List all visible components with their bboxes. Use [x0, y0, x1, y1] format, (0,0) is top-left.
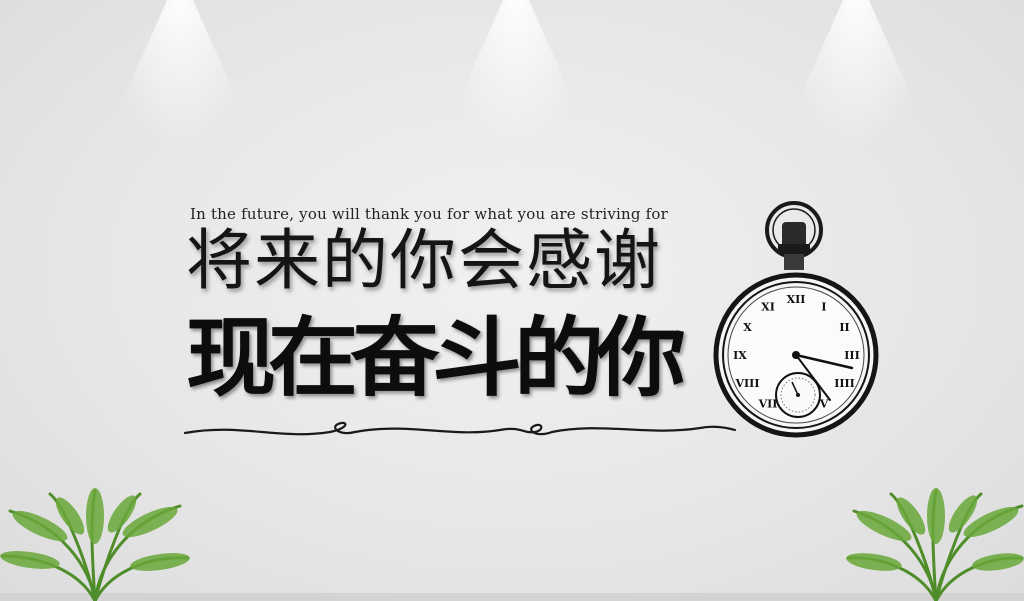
- watch-numeral: VIII: [735, 377, 760, 390]
- watch-numeral: X: [743, 321, 752, 334]
- pocket-watch-icon: XIIIIIIIIIIIIVVIVIIVIIIIXXXI: [713, 201, 879, 438]
- potted-plant-left: [0, 488, 190, 601]
- heading-line-1: 将来的你会感谢: [186, 222, 662, 299]
- watch-numeral: I: [821, 301, 826, 314]
- spotlight-left: [100, 0, 260, 150]
- watch-numeral: IX: [733, 349, 747, 362]
- tagline-english: In the future, you will thank you for wh…: [190, 205, 668, 223]
- heading-line-2: 现在奋斗的你: [186, 308, 686, 409]
- flourish-underline: [183, 421, 737, 436]
- watch-numeral: V: [819, 398, 829, 411]
- watch-numeral: II: [839, 321, 849, 334]
- floor-strip: [0, 593, 1024, 601]
- watch-numeral: III: [844, 349, 859, 362]
- watch-numeral: XII: [787, 293, 806, 306]
- watch-numeral: VII: [758, 398, 778, 411]
- potted-plant-right: [846, 488, 1024, 601]
- spotlight-right: [776, 0, 936, 150]
- watch-numeral: XI: [761, 301, 775, 314]
- watch-numeral: IIII: [834, 377, 855, 390]
- spotlight-center: [436, 0, 596, 150]
